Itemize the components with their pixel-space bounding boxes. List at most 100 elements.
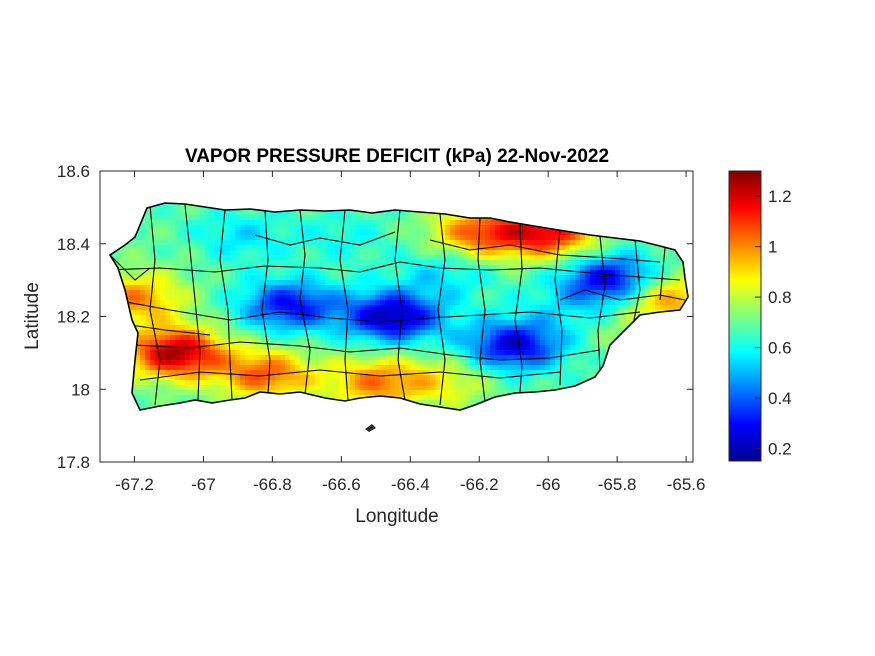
field-cell	[450, 270, 456, 276]
field-cell	[400, 300, 406, 306]
field-cell	[390, 270, 396, 276]
field-cell	[455, 360, 461, 366]
field-cell	[575, 300, 581, 306]
field-cell	[580, 345, 586, 351]
field-cell	[575, 375, 581, 381]
field-cell	[375, 300, 381, 306]
field-cell	[510, 330, 516, 336]
field-cell	[545, 280, 551, 286]
field-cell	[440, 360, 446, 366]
field-cell	[175, 285, 181, 291]
field-cell	[175, 240, 181, 246]
field-cell	[420, 380, 426, 386]
field-cell	[620, 270, 626, 276]
field-cell	[465, 285, 471, 291]
field-cell	[160, 365, 166, 371]
field-cell	[300, 220, 306, 226]
field-cell	[310, 335, 316, 341]
field-cell	[130, 255, 136, 261]
field-cell	[590, 310, 596, 316]
field-cell	[620, 300, 626, 306]
field-cell	[660, 295, 666, 301]
field-cell	[350, 265, 356, 271]
field-cell	[545, 325, 551, 331]
field-cell	[250, 345, 256, 351]
field-cell	[520, 290, 526, 296]
field-cell	[350, 325, 356, 331]
field-cell	[145, 345, 151, 351]
field-cell	[190, 395, 196, 401]
field-cell	[250, 375, 256, 381]
field-cell	[280, 220, 286, 226]
field-cell	[235, 310, 241, 316]
field-cell	[340, 365, 346, 371]
field-cell	[365, 340, 371, 346]
field-cell	[460, 280, 466, 286]
field-cell	[670, 280, 676, 286]
field-cell	[245, 220, 251, 226]
field-cell	[195, 275, 201, 281]
field-cell	[455, 290, 461, 296]
field-cell	[600, 330, 606, 336]
field-cell	[365, 320, 371, 326]
field-cell	[525, 310, 531, 316]
field-cell	[350, 310, 356, 316]
field-cell	[460, 220, 466, 226]
field-cell	[545, 295, 551, 301]
field-cell	[470, 255, 476, 261]
field-cell	[560, 275, 566, 281]
field-cell	[625, 240, 631, 246]
field-cell	[145, 250, 151, 256]
field-cell	[430, 360, 436, 366]
field-cell	[275, 355, 281, 361]
field-cell	[435, 225, 441, 231]
field-cell	[535, 340, 541, 346]
field-cell	[500, 285, 506, 291]
field-cell	[535, 240, 541, 246]
field-cell	[460, 350, 466, 356]
field-cell	[230, 325, 236, 331]
field-cell	[435, 390, 441, 396]
field-cell	[360, 250, 366, 256]
field-cell	[155, 390, 161, 396]
field-cell	[385, 385, 391, 391]
field-cell	[175, 290, 181, 296]
field-cell	[280, 250, 286, 256]
field-cell	[505, 235, 511, 241]
field-cell	[490, 260, 496, 266]
field-cell	[405, 230, 411, 236]
field-cell	[320, 275, 326, 281]
field-cell	[235, 275, 241, 281]
field-cell	[485, 310, 491, 316]
field-cell	[495, 250, 501, 256]
field-cell	[125, 265, 131, 271]
field-cell	[295, 290, 301, 296]
field-cell	[270, 220, 276, 226]
field-cell	[325, 300, 331, 306]
field-cell	[350, 220, 356, 226]
field-cell	[205, 280, 211, 286]
field-cell	[460, 250, 466, 256]
field-cell	[130, 310, 136, 316]
field-cell	[565, 335, 571, 341]
field-cell	[435, 340, 441, 346]
field-cell	[570, 305, 576, 311]
field-cell	[390, 290, 396, 296]
field-cell	[140, 345, 146, 351]
field-cell	[575, 295, 581, 301]
field-cell	[460, 285, 466, 291]
field-cell	[605, 250, 611, 256]
field-cell	[415, 260, 421, 266]
field-cell	[540, 280, 546, 286]
field-cell	[615, 250, 621, 256]
field-cell	[150, 395, 156, 401]
field-cell	[350, 300, 356, 306]
field-cell	[175, 330, 181, 336]
field-cell	[335, 375, 341, 381]
field-cell	[285, 295, 291, 301]
field-cell	[250, 310, 256, 316]
field-cell	[435, 370, 441, 376]
field-cell	[500, 355, 506, 361]
field-cell	[610, 290, 616, 296]
